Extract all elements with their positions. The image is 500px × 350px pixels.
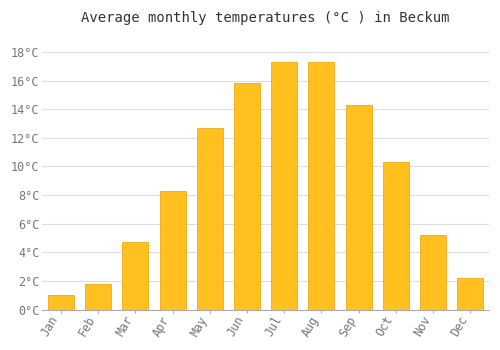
Bar (160, 191, 186, 310)
Bar (308, 62, 334, 310)
Bar (271, 62, 297, 310)
Bar (48, 295, 74, 310)
Bar (234, 83, 260, 310)
Bar (85, 284, 111, 310)
Bar (458, 278, 483, 310)
Bar (122, 243, 148, 310)
Bar (197, 128, 223, 310)
Bar (383, 162, 409, 310)
Bar (346, 105, 372, 310)
Title: Average monthly temperatures (°C ) in Beckum: Average monthly temperatures (°C ) in Be… (82, 11, 450, 25)
Bar (420, 235, 446, 310)
